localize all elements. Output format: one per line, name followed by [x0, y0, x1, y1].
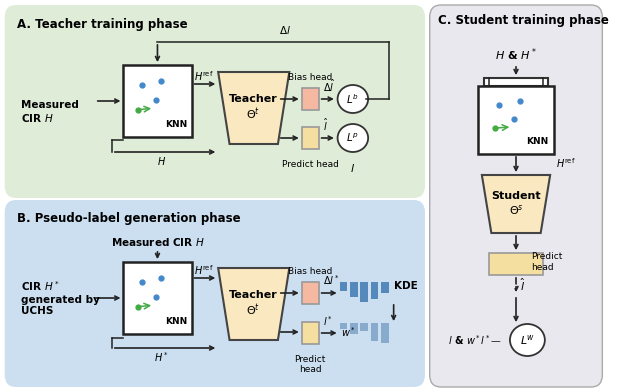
- Text: C. Student training phase: C. Student training phase: [438, 14, 609, 27]
- Text: $L^w$: $L^w$: [520, 333, 535, 347]
- FancyBboxPatch shape: [4, 5, 425, 198]
- Bar: [124, 65, 191, 137]
- Text: $\hat{l}$: $\hat{l}$: [520, 277, 525, 293]
- Text: Measured
CIR $H$: Measured CIR $H$: [21, 100, 79, 124]
- Polygon shape: [218, 72, 289, 144]
- Bar: [350, 282, 358, 297]
- Bar: [301, 127, 319, 149]
- Text: $l^*$: $l^*$: [323, 314, 333, 328]
- Text: $H^{\mathrm{ref}}$: $H^{\mathrm{ref}}$: [193, 263, 213, 277]
- Text: $\Delta\hat{l}$: $\Delta\hat{l}$: [323, 78, 336, 94]
- Text: $H^{\mathrm{ref}}$: $H^{\mathrm{ref}}$: [193, 69, 213, 83]
- Bar: [340, 282, 347, 291]
- Text: Teacher
$\Theta^t$: Teacher $\Theta^t$: [229, 94, 278, 122]
- Text: Predict head: Predict head: [282, 160, 339, 169]
- Text: CIR $H^*$
generated by
UCHS: CIR $H^*$ generated by UCHS: [21, 279, 100, 316]
- FancyBboxPatch shape: [429, 5, 602, 387]
- Text: KDE: KDE: [394, 281, 417, 291]
- Polygon shape: [482, 175, 550, 233]
- Bar: [371, 323, 378, 341]
- Polygon shape: [218, 268, 289, 340]
- Text: $H$: $H$: [157, 155, 166, 167]
- Text: KNN: KNN: [166, 120, 188, 129]
- Bar: [124, 262, 191, 334]
- Text: Teacher
$\Theta^t$: Teacher $\Theta^t$: [229, 290, 278, 318]
- Text: $\hat{l}$: $\hat{l}$: [323, 117, 329, 133]
- Bar: [301, 282, 319, 304]
- Text: B. Pseudo-label generation phase: B. Pseudo-label generation phase: [17, 212, 241, 225]
- Text: Predict
head: Predict head: [531, 252, 563, 272]
- Bar: [484, 78, 548, 86]
- Text: Predict
head: Predict head: [294, 355, 326, 374]
- FancyBboxPatch shape: [4, 200, 425, 387]
- Text: $\Delta l$: $\Delta l$: [278, 24, 291, 36]
- Bar: [371, 282, 378, 299]
- Text: $\Delta l^*$: $\Delta l^*$: [323, 273, 339, 287]
- Text: $H^{\mathrm{ref}}$: $H^{\mathrm{ref}}$: [556, 156, 575, 170]
- Ellipse shape: [337, 85, 368, 113]
- Ellipse shape: [510, 324, 545, 356]
- Bar: [478, 86, 554, 154]
- Text: Bias head: Bias head: [288, 73, 332, 82]
- Text: $H$ & $H^*$: $H$ & $H^*$: [495, 47, 537, 63]
- Ellipse shape: [337, 124, 368, 152]
- Text: Bias head: Bias head: [288, 267, 332, 276]
- Bar: [381, 282, 389, 293]
- Text: Measured CIR $H$: Measured CIR $H$: [111, 236, 204, 248]
- Bar: [350, 323, 358, 334]
- Bar: [340, 323, 347, 329]
- Text: $l$: $l$: [350, 162, 355, 174]
- Bar: [381, 323, 389, 343]
- Bar: [301, 88, 319, 110]
- Bar: [360, 323, 368, 331]
- Text: $L^p$: $L^p$: [346, 132, 359, 144]
- Bar: [360, 282, 368, 302]
- Bar: [301, 322, 319, 344]
- Text: KNN: KNN: [166, 317, 188, 325]
- Text: $w^*$: $w^*$: [342, 325, 356, 339]
- Text: $H^*$: $H^*$: [154, 350, 168, 364]
- Text: A. Teacher training phase: A. Teacher training phase: [17, 18, 188, 31]
- Bar: [490, 253, 543, 275]
- Text: KNN: KNN: [526, 137, 548, 146]
- Text: $l$ & $w^*l^*$—: $l$ & $w^*l^*$—: [448, 333, 502, 347]
- Text: Student
$\Theta^s$: Student $\Theta^s$: [492, 191, 541, 217]
- Text: $L^b$: $L^b$: [346, 92, 359, 106]
